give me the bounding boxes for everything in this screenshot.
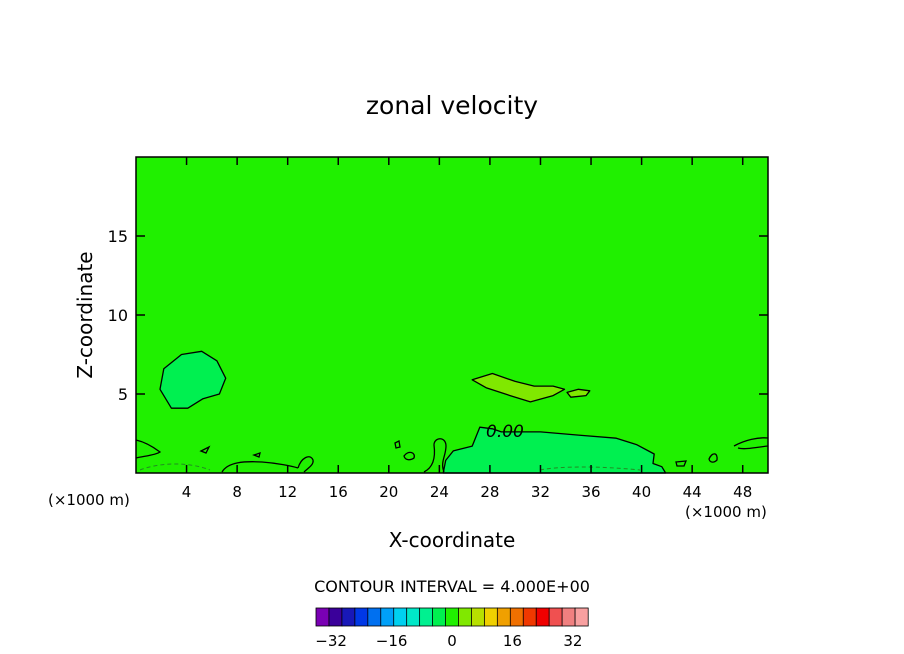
plot-area: 0.00 — [135, 156, 769, 474]
negative-region-low — [442, 426, 667, 474]
chart-title: zonal velocity — [366, 91, 538, 120]
colorbar-swatch — [406, 607, 421, 627]
colorbar-swatch — [561, 607, 576, 627]
x-tick-label: 24 — [430, 483, 449, 501]
contour-line-ground-left — [135, 439, 162, 459]
colorbar-swatch — [574, 607, 589, 627]
y-tick-label: 5 — [118, 385, 128, 404]
colorbar-swatch — [354, 607, 369, 627]
contour-line-ground-a — [221, 461, 299, 473]
colorbar-swatch — [509, 607, 524, 627]
colorbar-swatch — [367, 607, 382, 627]
colorbar-swatch — [393, 607, 408, 627]
x-unit-note-left: (×1000 m) — [48, 491, 130, 509]
colorbar-swatch — [458, 607, 473, 627]
colorbar-swatch — [471, 607, 485, 627]
y-tick-label: 10 — [108, 306, 128, 325]
colorbar-tick-label: −32 — [315, 632, 347, 650]
colorbar-labels: −32 −16 0 16 32 — [315, 632, 582, 650]
positive-region-small — [566, 388, 591, 398]
x-axis-ticks: 4 8 12 16 20 24 28 32 36 40 44 48 — [182, 157, 752, 501]
x-unit-note-right: (×1000 m) — [685, 503, 767, 521]
x-tick-label: 20 — [379, 483, 398, 501]
contour-line-ground-c — [423, 438, 447, 473]
y-tick-label: 15 — [108, 227, 128, 246]
contour-label: 0.00 — [486, 422, 524, 442]
ground-dashed-contours — [139, 463, 641, 471]
colorbar-tick-label: 0 — [447, 632, 457, 650]
contour-line-ground-b — [297, 456, 314, 473]
x-tick-label: 16 — [329, 483, 348, 501]
x-tick-label: 36 — [581, 483, 600, 501]
colorbar-swatch — [496, 607, 511, 627]
x-tick-label: 40 — [632, 483, 651, 501]
contour-line-ground-right — [733, 437, 769, 450]
colorbar-swatch — [483, 607, 498, 627]
colorbar-swatch — [535, 607, 550, 627]
colorbar-swatch — [380, 607, 395, 627]
x-tick-label: 8 — [232, 483, 242, 501]
contour-line-blob-3 — [394, 440, 401, 449]
plot-background — [136, 157, 768, 473]
colorbar-swatch — [328, 607, 343, 627]
colorbar-swatch — [341, 607, 356, 627]
contour-interval-text: CONTOUR INTERVAL = 4.000E+00 — [314, 577, 590, 596]
x-tick-label: 28 — [480, 483, 499, 501]
colorbar-tick-label: 32 — [563, 632, 582, 650]
negative-region-left — [159, 350, 227, 409]
y-axis-label: Z-coordinate — [73, 251, 97, 378]
colorbar-swatch — [315, 607, 330, 627]
x-tick-label: 12 — [278, 483, 297, 501]
contour-line-blob-5 — [675, 460, 688, 467]
positive-region-mid — [471, 372, 566, 403]
colorbar-swatch — [432, 607, 447, 627]
y-axis-ticks: 5 10 15 — [108, 227, 768, 404]
colorbar — [315, 607, 589, 627]
ground-contours — [135, 437, 769, 473]
contour-line-blob-1 — [199, 445, 211, 454]
colorbar-swatch — [548, 607, 563, 627]
x-tick-label: 44 — [683, 483, 702, 501]
dashed-contour-left — [139, 463, 211, 471]
colorbar-swatch — [522, 607, 537, 627]
contour-line-blob-6 — [708, 453, 718, 463]
x-axis-label: X-coordinate — [389, 528, 516, 552]
x-tick-label: 48 — [733, 483, 752, 501]
colorbar-tick-label: 16 — [503, 632, 522, 650]
contour-regions — [159, 350, 667, 474]
contour-line-blob-4 — [403, 451, 415, 461]
colorbar-tick-label: −16 — [376, 632, 408, 650]
colorbar-swatch — [445, 607, 460, 627]
colorbar-swatch — [419, 607, 434, 627]
contour-line-blob-2 — [252, 452, 261, 458]
dashed-contour-right — [539, 466, 641, 471]
x-tick-label: 32 — [531, 483, 550, 501]
x-tick-label: 4 — [182, 483, 192, 501]
